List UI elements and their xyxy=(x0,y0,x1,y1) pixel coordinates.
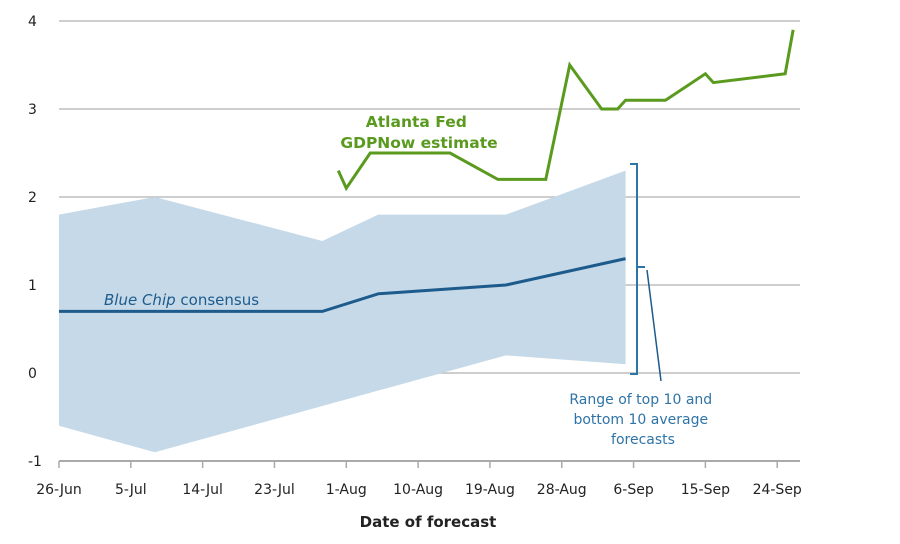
forecast-range-band xyxy=(59,170,626,453)
gdpnow-label-line1: Atlanta Fed xyxy=(366,113,467,131)
consensus-label: Blue Chip consensus xyxy=(104,291,259,309)
x-tick-label: 23-Jul xyxy=(254,482,295,498)
y-tick-label: 0 xyxy=(28,366,37,382)
y-axis-ticks: -1 0 1 2 3 4 xyxy=(28,14,42,470)
x-tick-label: 5-Jul xyxy=(115,482,147,498)
x-tick-label: 10-Aug xyxy=(393,482,443,498)
y-tick-label: 2 xyxy=(28,190,37,206)
x-tick-label: 14-Jul xyxy=(182,482,223,498)
x-axis-label: Date of forecast xyxy=(360,513,497,531)
y-tick-label: 1 xyxy=(28,278,37,294)
range-label-line1: Range of top 10 and xyxy=(569,392,712,408)
x-tick-label: 15-Sep xyxy=(681,482,730,498)
consensus-line xyxy=(59,257,626,313)
x-tick-label: 28-Aug xyxy=(537,482,587,498)
range-label-line2: bottom 10 average xyxy=(573,412,708,428)
gdpnow-line xyxy=(336,29,795,192)
y-tick-label: 4 xyxy=(28,14,37,30)
x-tick-label: 24-Sep xyxy=(753,482,802,498)
x-tick-label: 1-Aug xyxy=(326,482,367,498)
gdpnow-label: Atlanta Fed GDPNow estimate xyxy=(340,113,497,152)
x-tick-label: 26-Jun xyxy=(36,482,82,498)
x-axis: 26-Jun 5-Jul 14-Jul 23-Jul 1-Aug 10-Aug 19-Aug… xyxy=(36,461,802,498)
consensus-label-rest: consensus xyxy=(176,291,260,309)
gdpnow-label-line2: GDPNow estimate xyxy=(340,134,497,152)
range-label-line3: forecasts xyxy=(611,432,675,448)
range-label: Range of top 10 and bottom 10 average fo… xyxy=(569,392,716,448)
y-tick-label: 3 xyxy=(28,102,37,118)
range-bracket xyxy=(630,163,645,375)
x-tick-label: 6-Sep xyxy=(613,482,653,498)
consensus-label-italic: Blue Chip xyxy=(104,291,176,309)
x-tick-label: 19-Aug xyxy=(465,482,515,498)
y-tick-label: -1 xyxy=(28,454,42,470)
range-leader-line xyxy=(646,269,662,382)
